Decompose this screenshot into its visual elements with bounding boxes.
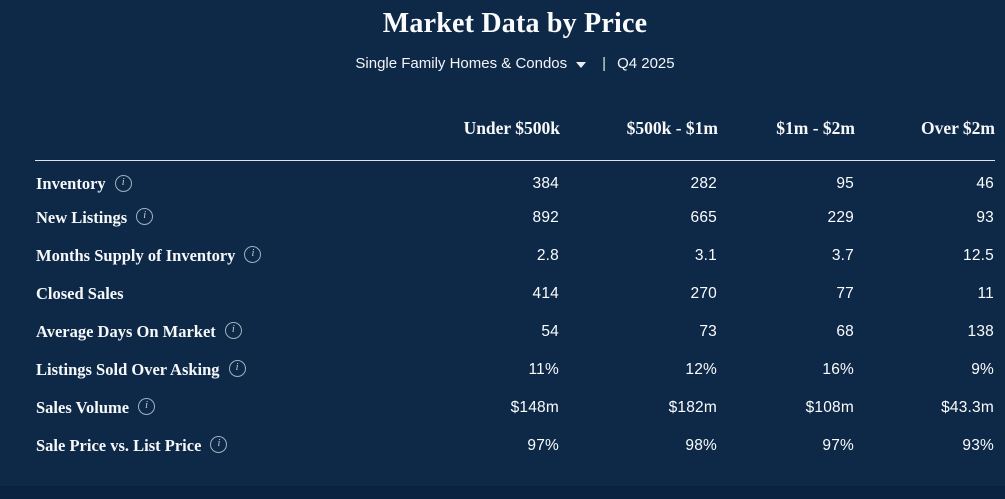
page-title: Market Data by Price xyxy=(382,8,648,39)
table-row: Sales Volume i $148m $182m $108m $43.3m xyxy=(35,389,995,427)
info-icon[interactable]: i xyxy=(224,322,242,340)
property-type-label: Single Family Homes & Condos xyxy=(355,55,568,72)
period-label: Q4 2025 xyxy=(617,55,675,72)
metric-value: 12% xyxy=(685,360,717,378)
column-header: $1m - $2m xyxy=(776,118,855,138)
metric-label: Months Supply of Inventory xyxy=(36,245,236,265)
table-row: Months Supply of Inventory i 2.8 3.1 3.7 12.5 xyxy=(35,237,995,275)
metric-label-cell: Sales Volume i xyxy=(35,389,460,427)
metric-value: 12.5 xyxy=(963,246,994,264)
label-column-header xyxy=(35,118,460,161)
metric-label-cell: New Listings i xyxy=(35,199,460,237)
metric-value: 9% xyxy=(971,360,994,378)
metric-label: Sale Price vs. List Price xyxy=(36,435,202,455)
property-type-dropdown[interactable]: Single Family Homes & Condos xyxy=(355,54,587,74)
metric-label-cell: Average Days On Market i xyxy=(35,313,460,351)
subtitle-bar: Single Family Homes & Condos | Q4 2025 xyxy=(35,54,995,74)
table-row: Average Days On Market i 54 73 68 138 xyxy=(35,313,995,351)
table-header-row: Under $500k $500k - $1m $1m - $2m Over $2m xyxy=(35,118,995,161)
column-header: $500k - $1m xyxy=(626,118,718,138)
metric-value: 93 xyxy=(976,208,994,226)
metric-value: 93% xyxy=(962,436,994,454)
table-row: New Listings i 892 665 229 93 xyxy=(35,199,995,237)
info-icon[interactable]: i xyxy=(244,246,262,264)
info-icon[interactable]: i xyxy=(114,174,132,192)
table-row: Inventory i 384 282 95 46 xyxy=(35,161,995,199)
metric-value: 95 xyxy=(836,175,854,193)
metric-value: 892 xyxy=(532,208,559,226)
metric-value: 2.8 xyxy=(536,246,559,264)
metric-value: $108m xyxy=(805,398,854,416)
metric-label: Sales Volume xyxy=(36,397,130,417)
metric-label-cell: Closed Sales xyxy=(35,275,460,313)
info-icon[interactable]: i xyxy=(228,360,246,378)
metric-value: 11% xyxy=(528,360,559,378)
metric-value: 3.7 xyxy=(831,246,854,264)
metric-value: 414 xyxy=(532,284,559,302)
metric-label: New Listings xyxy=(36,207,128,227)
metric-label: Average Days On Market xyxy=(36,321,216,341)
info-icon[interactable]: i xyxy=(136,208,154,226)
bottom-strip xyxy=(0,486,1005,499)
metric-value: 97% xyxy=(822,436,854,454)
metric-value: $148m xyxy=(510,398,559,416)
column-header: Under $500k xyxy=(463,118,560,138)
metric-value: 3.1 xyxy=(694,246,717,264)
metric-value: 138 xyxy=(967,322,994,340)
table-body: Inventory i 384 282 95 46 New Listings i 892 665 2… xyxy=(35,161,995,465)
metric-value: 97% xyxy=(527,436,559,454)
content-container: Market Data by Price Single Family Homes… xyxy=(35,0,995,465)
metric-value: 46 xyxy=(976,175,994,193)
metric-value: 270 xyxy=(690,284,717,302)
info-icon[interactable]: i xyxy=(210,436,228,454)
metric-value: 73 xyxy=(699,322,717,340)
metric-value: 68 xyxy=(836,322,854,340)
metric-value: 54 xyxy=(541,322,559,340)
market-data-table: Under $500k $500k - $1m $1m - $2m Over $2m … xyxy=(35,118,995,465)
metric-value: $182m xyxy=(668,398,717,416)
metric-value: 665 xyxy=(690,208,717,226)
metric-label-cell: Sale Price vs. List Price i xyxy=(35,427,460,465)
metric-value: 282 xyxy=(690,175,717,193)
metric-value: 229 xyxy=(827,208,854,226)
metric-label-cell: Listings Sold Over Asking i xyxy=(35,351,460,389)
metric-value: $43.3m xyxy=(941,398,994,416)
metric-label: Inventory xyxy=(36,174,106,194)
metric-label: Listings Sold Over Asking xyxy=(36,359,220,379)
metric-label-cell: Inventory i xyxy=(35,161,460,199)
metric-label: Closed Sales xyxy=(36,283,124,303)
chevron-down-icon xyxy=(576,62,587,68)
metric-value: 16% xyxy=(822,360,854,378)
metric-value: 98% xyxy=(685,436,717,454)
metric-value: 77 xyxy=(836,284,854,302)
table-row: Closed Sales 414 270 77 11 xyxy=(35,275,995,313)
info-icon[interactable]: i xyxy=(138,398,156,416)
column-header: Over $2m xyxy=(920,118,995,138)
metric-label-cell: Months Supply of Inventory i xyxy=(35,237,460,275)
table-row: Listings Sold Over Asking i 11% 12% 16% 9% xyxy=(35,351,995,389)
subtitle-divider: | xyxy=(602,55,607,72)
metric-value: 384 xyxy=(532,175,559,193)
metric-value: 11 xyxy=(977,284,994,302)
table-row: Sale Price vs. List Price i 97% 98% 97% 93% xyxy=(35,427,995,465)
